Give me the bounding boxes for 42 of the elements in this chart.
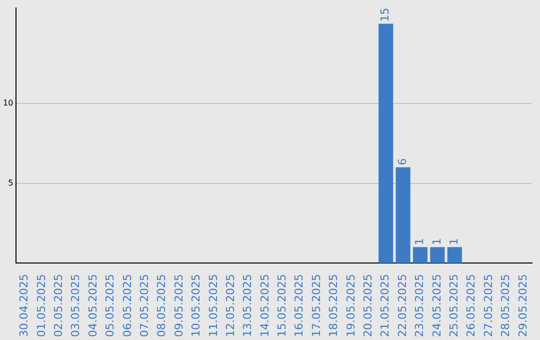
x-tick-label: 15.05.2025 [276,274,289,338]
bar [430,247,445,264]
x-tick-label: 04.05.2025 [86,274,100,338]
data-label: 6 [396,158,409,166]
bar [447,247,462,264]
x-tick-label: 01.05.2025 [34,274,48,338]
x-tick-label: 29.05.2025 [516,274,530,338]
x-tick-label: 20.05.2025 [362,274,375,338]
x-tick-label: 09.05.2025 [172,274,186,338]
x-tick-label: 11.05.2025 [206,274,220,338]
x-tick-label: 21.05.2025 [378,274,392,338]
x-tick-label: 16.05.2025 [292,274,306,338]
x-tick-label: 14.05.2025 [258,274,272,338]
bar [378,24,394,264]
x-tick-label: 25.05.2025 [447,274,460,338]
data-label: 15 [378,8,392,22]
x-tick-label: 02.05.2025 [52,274,66,338]
x-tick-label: 05.05.2025 [104,274,117,338]
x-tick-label: 28.05.2025 [499,274,512,338]
x-tick-label: 23.05.2025 [413,274,426,338]
data-label: 1 [413,238,426,246]
x-tick-label: 03.05.2025 [69,274,82,338]
x-tick-label: 18.05.2025 [327,274,340,338]
x-tick-label: 08.05.2025 [155,274,168,338]
data-label: 1 [447,238,460,246]
x-tick-label: 17.05.2025 [310,274,323,338]
x-tick-label: 12.05.2025 [224,274,237,338]
x-tick-label: 13.05.2025 [241,274,254,338]
x-tick-label: 27.05.2025 [482,274,495,338]
x-tick-label: 26.05.2025 [464,274,478,338]
data-label: 1 [430,238,444,246]
y-tick-label: 10 [2,98,14,108]
x-tick-label: 07.05.2025 [138,274,151,338]
bar [412,247,428,264]
y-tick-label: 5 [8,178,14,188]
x-tick-label: 30.04.2025 [18,274,31,338]
x-tick-label: 19.05.2025 [344,274,358,338]
x-tick-label: 24.05.2025 [430,274,444,338]
bar [396,167,410,264]
x-tick-label: 22.05.2025 [396,274,409,338]
x-tick-label: 06.05.2025 [120,274,134,338]
x-tick-label: 10.05.2025 [190,274,203,338]
